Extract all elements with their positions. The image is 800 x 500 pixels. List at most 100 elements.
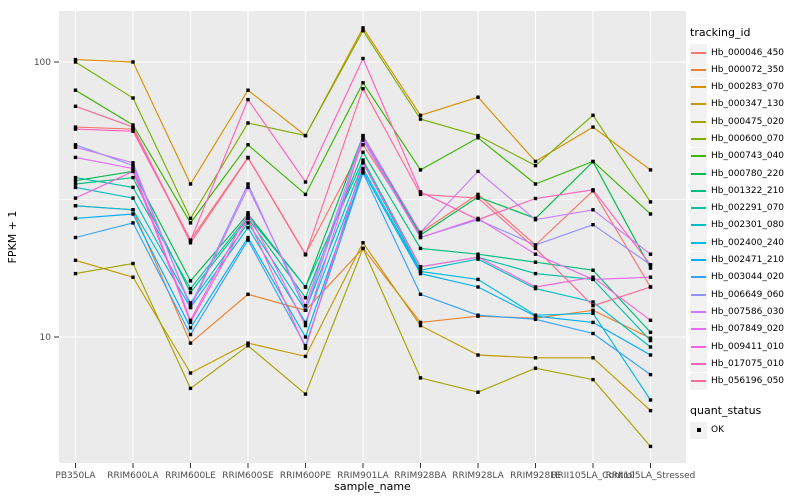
legend-label: Hb_000600_070 (711, 133, 785, 144)
legend-key-line (690, 320, 707, 338)
data-point (188, 241, 193, 245)
legend-entry-Hb_007849_020: Hb_007849_020 (690, 320, 798, 338)
data-point (533, 182, 538, 186)
data-point (188, 341, 193, 345)
data-point (418, 230, 423, 235)
data-point (131, 275, 135, 279)
data-point (131, 221, 135, 225)
data-point (418, 269, 423, 274)
data-point (73, 57, 78, 62)
data-point (131, 96, 135, 100)
legend-label: Hb_000743_040 (711, 151, 785, 162)
legend-entry-Hb_056196_050: Hb_056196_050 (690, 372, 798, 390)
data-point (476, 95, 480, 99)
data-point (246, 143, 250, 147)
data-point (246, 292, 250, 296)
legend-key-line (690, 113, 707, 131)
data-point (73, 196, 78, 200)
legend-label: Hb_007586_030 (711, 306, 785, 317)
y-axis-title: FPKM + 1 (6, 210, 19, 264)
data-point (188, 290, 193, 295)
data-point (648, 200, 653, 204)
quant-legend-entries: OK (690, 421, 798, 439)
data-point (188, 279, 193, 283)
data-point (73, 179, 78, 183)
data-point (476, 313, 480, 317)
data-point (476, 277, 480, 282)
legend-label: Hb_009411_010 (711, 341, 785, 352)
data-point (131, 208, 135, 212)
legend-entry-Hb_001322_210: Hb_001322_210 (690, 182, 798, 200)
data-point (476, 136, 480, 140)
legend-entry-Hb_002471_210: Hb_002471_210 (690, 251, 798, 269)
data-point (246, 185, 250, 190)
data-point (533, 218, 538, 222)
data-point (73, 204, 78, 208)
data-point (361, 150, 365, 154)
data-point (188, 332, 193, 337)
data-point (476, 390, 480, 394)
data-point (303, 344, 308, 348)
x-tick-label: RRIM600LE (165, 471, 216, 481)
data-point (361, 166, 365, 171)
legend-label: Hb_002291_070 (711, 203, 785, 214)
data-point (648, 444, 653, 449)
legend-entry-Hb_000743_040: Hb_000743_040 (690, 147, 798, 165)
legend-entry-Hb_006649_060: Hb_006649_060 (690, 286, 798, 304)
y-tick-label: 10 (40, 333, 52, 343)
legend-label: Hb_056196_050 (711, 376, 785, 387)
legend-key-line (690, 182, 707, 200)
data-point (591, 300, 595, 304)
data-point (361, 246, 365, 251)
data-point (131, 123, 135, 127)
x-tick-label: RRIM928LE (510, 471, 561, 481)
x-tick-label: RRIM600LA (107, 471, 159, 481)
data-point (188, 239, 193, 243)
data-point (73, 155, 78, 160)
data-point (303, 304, 308, 308)
legend-entry-Hb_000780_220: Hb_000780_220 (690, 165, 798, 183)
data-point (533, 271, 538, 276)
legend-entry-Hb_000600_070: Hb_000600_070 (690, 130, 798, 148)
legend-key-line (690, 303, 707, 321)
data-point (73, 271, 78, 276)
legend-key-line (690, 95, 707, 113)
data-point (476, 196, 480, 200)
data-point (418, 113, 423, 117)
data-point (533, 356, 538, 360)
data-point (131, 196, 135, 200)
data-point (361, 143, 365, 147)
legend-key-line (690, 372, 707, 390)
data-point (131, 125, 135, 129)
data-point (361, 138, 365, 142)
data-point (188, 371, 193, 375)
legend-entry-Hb_007586_030: Hb_007586_030 (690, 303, 798, 321)
data-point (591, 311, 595, 315)
data-point (533, 163, 538, 168)
data-point (131, 261, 135, 266)
legend-label: Hb_000347_130 (711, 99, 785, 110)
data-point (418, 192, 423, 197)
data-point (188, 304, 193, 308)
data-point (246, 235, 250, 240)
data-point (131, 212, 135, 216)
data-point (533, 243, 538, 247)
data-point (648, 212, 653, 216)
data-point (418, 117, 423, 121)
data-point (73, 127, 78, 131)
data-point (73, 88, 78, 92)
data-point (418, 235, 423, 240)
data-point (131, 166, 135, 171)
legend-key-line (690, 355, 707, 373)
data-point (246, 214, 250, 218)
data-point (73, 175, 78, 180)
data-point (303, 308, 308, 312)
data-point (591, 377, 595, 382)
data-point (418, 376, 423, 380)
data-point (246, 121, 250, 125)
legend-entry-Hb_002291_070: Hb_002291_070 (690, 199, 798, 217)
quant-legend-key-square (690, 421, 707, 439)
data-point (73, 143, 78, 147)
